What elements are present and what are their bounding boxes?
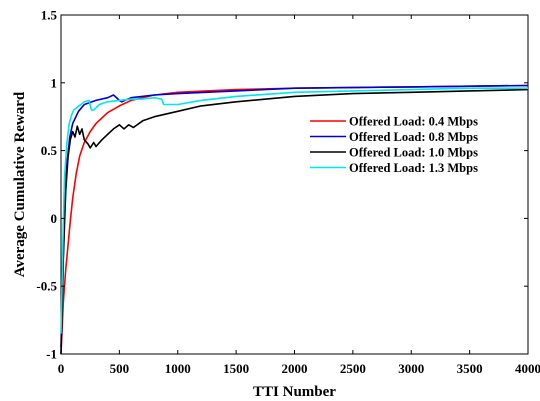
y-tick-label: 1 (51, 75, 58, 90)
y-tick-label: -1 (46, 347, 57, 362)
y-tick-label: -0.5 (36, 279, 57, 294)
y-axis-label: Average Cumulative Reward (12, 91, 28, 277)
legend-label-2: Offered Load: 1.0 Mbps (349, 146, 478, 160)
y-tick-label: 1.5 (41, 8, 58, 23)
plot-area (60, 14, 529, 355)
legend-label-3: Offered Load: 1.3 Mbps (349, 161, 478, 175)
series-line-0 (60, 84, 529, 355)
x-tick-label: 4000 (515, 361, 540, 376)
x-tick-label: 1500 (223, 361, 249, 376)
series-line-3 (60, 87, 528, 334)
x-tick-label: 1000 (165, 361, 191, 376)
x-tick-label: 500 (110, 361, 130, 376)
series-line-2 (60, 88, 529, 355)
series-layer (60, 84, 529, 355)
y-axis-ticks: -1 -0.5 0 0.5 1 1.5 (36, 8, 528, 362)
legend-label-1: Offered Load: 0.8 Mbps (349, 130, 478, 144)
x-tick-label: 3000 (398, 361, 424, 376)
x-axis-label: TTI Number (253, 384, 336, 400)
x-tick-label: 3500 (457, 361, 483, 376)
x-tick-label: 0 (58, 361, 65, 376)
x-tick-label: 2500 (340, 361, 366, 376)
x-axis-ticks: 0 500 1000 1500 2000 2500 3000 3500 4000 (58, 15, 540, 376)
legend-label-0: Offered Load: 0.4 Mbps (349, 115, 478, 129)
x-tick-label: 2000 (282, 361, 308, 376)
y-tick-label: 0.5 (41, 143, 58, 158)
y-tick-label: 0 (51, 211, 58, 226)
